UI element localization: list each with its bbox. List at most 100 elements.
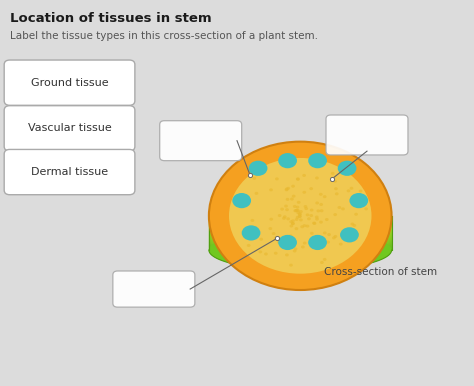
Text: Location of tissues in stem: Location of tissues in stem (10, 12, 211, 25)
Circle shape (289, 264, 293, 267)
Circle shape (313, 222, 316, 225)
Circle shape (334, 235, 337, 238)
Ellipse shape (209, 218, 392, 259)
Circle shape (285, 188, 288, 191)
Circle shape (286, 198, 290, 201)
Ellipse shape (209, 221, 392, 262)
Ellipse shape (209, 209, 392, 250)
Circle shape (359, 190, 363, 193)
Circle shape (289, 234, 292, 237)
Circle shape (358, 193, 362, 196)
Circle shape (259, 238, 263, 241)
Ellipse shape (209, 230, 392, 271)
Circle shape (339, 242, 343, 245)
Circle shape (286, 237, 290, 240)
Ellipse shape (209, 229, 392, 269)
Ellipse shape (209, 228, 392, 269)
Circle shape (249, 161, 267, 176)
Ellipse shape (209, 223, 392, 264)
Circle shape (323, 258, 327, 261)
Circle shape (356, 233, 359, 236)
Circle shape (290, 198, 294, 201)
Circle shape (315, 218, 319, 221)
FancyBboxPatch shape (160, 121, 242, 161)
Circle shape (334, 187, 338, 190)
Ellipse shape (209, 227, 392, 268)
Circle shape (293, 209, 297, 212)
Text: Cross-section of stem: Cross-section of stem (324, 267, 437, 277)
Circle shape (269, 218, 273, 221)
Circle shape (258, 251, 262, 253)
Ellipse shape (209, 200, 392, 240)
Circle shape (298, 215, 301, 218)
Circle shape (302, 224, 306, 227)
Ellipse shape (209, 201, 392, 242)
Circle shape (282, 217, 286, 220)
Ellipse shape (209, 204, 392, 245)
Circle shape (268, 227, 272, 230)
Ellipse shape (209, 220, 392, 261)
Circle shape (315, 201, 319, 205)
Ellipse shape (209, 201, 392, 242)
Ellipse shape (209, 196, 392, 237)
Circle shape (296, 178, 300, 181)
Circle shape (306, 213, 310, 217)
Circle shape (232, 193, 251, 208)
Circle shape (335, 192, 338, 195)
Circle shape (320, 209, 324, 212)
Ellipse shape (209, 212, 392, 253)
Circle shape (299, 210, 303, 213)
Circle shape (247, 244, 251, 247)
Circle shape (253, 226, 257, 229)
Circle shape (303, 242, 307, 245)
Ellipse shape (209, 198, 392, 239)
Ellipse shape (209, 217, 392, 258)
Circle shape (352, 237, 356, 240)
Ellipse shape (209, 195, 392, 236)
Circle shape (296, 216, 300, 219)
Ellipse shape (209, 225, 392, 266)
Circle shape (354, 197, 357, 200)
Circle shape (325, 218, 328, 221)
Ellipse shape (209, 229, 392, 270)
Circle shape (359, 203, 363, 207)
Circle shape (291, 222, 295, 225)
Circle shape (280, 208, 284, 211)
Circle shape (340, 227, 359, 242)
Ellipse shape (209, 200, 392, 241)
Circle shape (285, 208, 289, 211)
Circle shape (310, 232, 314, 235)
Circle shape (332, 236, 336, 239)
Ellipse shape (209, 210, 392, 251)
Circle shape (269, 188, 273, 191)
Ellipse shape (209, 217, 392, 258)
Circle shape (298, 212, 301, 215)
Circle shape (295, 218, 299, 221)
Circle shape (308, 153, 327, 168)
Circle shape (246, 202, 250, 205)
Circle shape (337, 161, 356, 176)
Ellipse shape (209, 220, 392, 261)
Ellipse shape (209, 222, 392, 263)
Ellipse shape (209, 223, 392, 264)
Ellipse shape (209, 197, 392, 238)
Ellipse shape (209, 218, 392, 259)
Circle shape (303, 205, 307, 208)
Ellipse shape (209, 202, 392, 243)
Circle shape (297, 201, 301, 204)
Circle shape (284, 205, 288, 208)
Circle shape (348, 234, 352, 237)
Ellipse shape (209, 215, 392, 256)
Circle shape (298, 215, 301, 218)
FancyBboxPatch shape (4, 60, 135, 105)
Ellipse shape (209, 209, 392, 250)
Circle shape (337, 206, 341, 209)
Circle shape (293, 249, 297, 252)
Circle shape (314, 242, 318, 245)
Ellipse shape (209, 205, 392, 245)
Circle shape (291, 185, 295, 188)
Circle shape (274, 237, 278, 240)
Circle shape (296, 178, 300, 181)
Ellipse shape (209, 214, 392, 255)
Ellipse shape (209, 208, 392, 249)
